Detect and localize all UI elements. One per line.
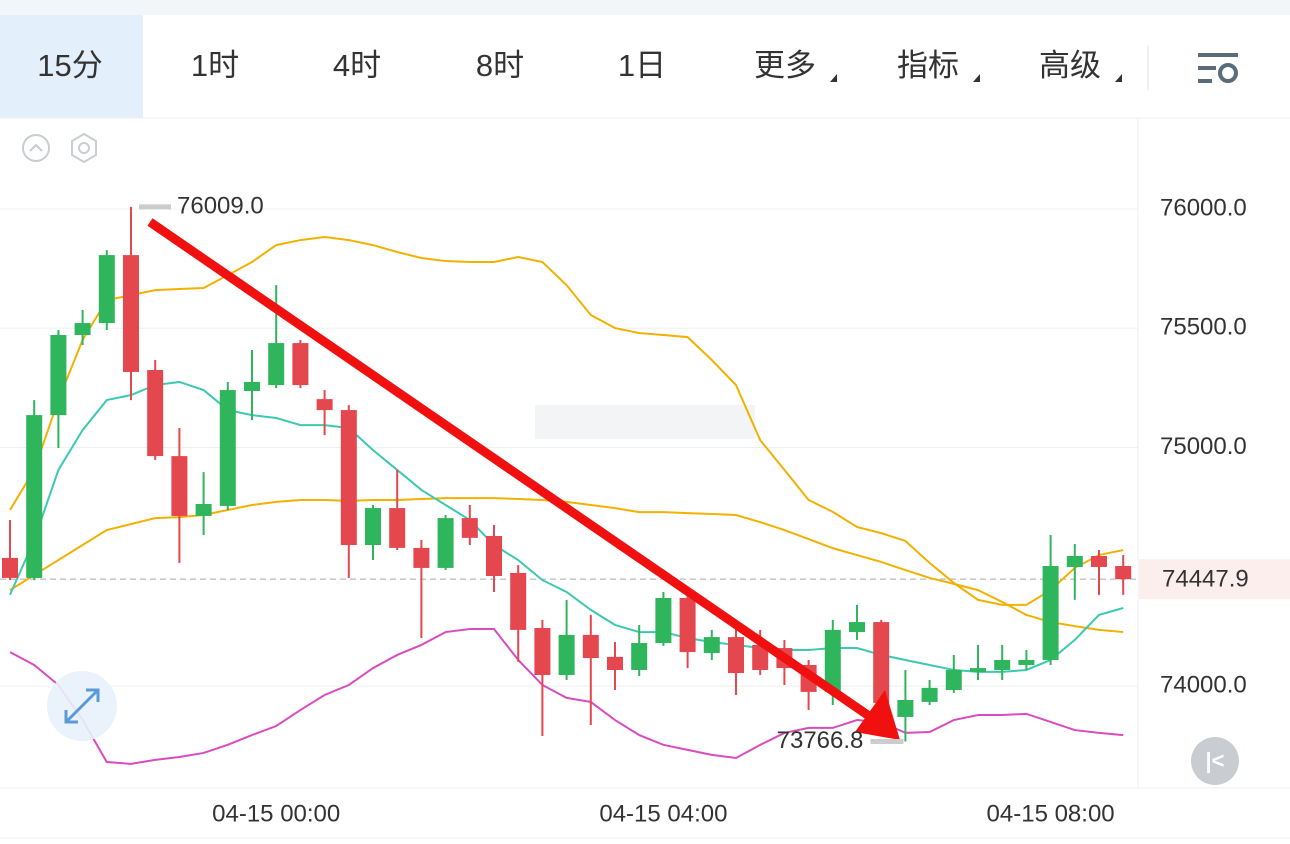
- candle-body: [26, 415, 43, 578]
- indicator-line: [9, 497, 1124, 634]
- tab[interactable]: 指标: [897, 48, 959, 83]
- candle-body: [1018, 659, 1035, 665]
- settings-icon[interactable]: [1198, 53, 1238, 83]
- candle-body: [292, 343, 309, 386]
- dropdown-caret: [1115, 74, 1122, 82]
- candle-body: [897, 700, 914, 717]
- candle-body: [945, 669, 962, 691]
- indicator-line: [9, 380, 1124, 673]
- candle-body: [1066, 556, 1083, 567]
- candle-body: [437, 518, 454, 568]
- watermark: [535, 405, 755, 439]
- candle-body: [147, 370, 164, 457]
- extreme-label: 73766.8: [777, 727, 864, 754]
- y-tick-label: 75000.0: [1160, 433, 1247, 460]
- expand-icon: [64, 688, 100, 724]
- candle-body: [74, 323, 91, 335]
- candle-body: [389, 508, 406, 548]
- candle-body: [703, 637, 720, 654]
- tab[interactable]: 8时: [476, 48, 524, 83]
- candle-body: [2, 557, 18, 578]
- candle-body: [849, 622, 865, 633]
- candle-body: [123, 255, 139, 372]
- indicator-line: [9, 627, 1124, 765]
- x-tick-label: 04-15 00:00: [212, 800, 340, 827]
- candle-body: [873, 622, 890, 703]
- indicator-line: [9, 235, 1124, 606]
- y-tick-label: 75500.0: [1160, 314, 1247, 341]
- tab[interactable]: 更多: [754, 48, 816, 83]
- extreme-label: 76009.0: [177, 192, 264, 219]
- candle-body: [994, 659, 1011, 670]
- collapse-icon[interactable]: [22, 134, 50, 162]
- candle-body: [98, 255, 115, 324]
- candle-body: [1042, 566, 1059, 660]
- candle-body: [365, 508, 381, 546]
- candle-body: [558, 634, 575, 675]
- candle-body: [1115, 566, 1132, 580]
- hex-icon-dot: [78, 142, 90, 154]
- last-price-label: 74447.9: [1162, 565, 1249, 592]
- candle-body: [752, 644, 769, 670]
- y-tick-label: 74000.0: [1160, 671, 1247, 698]
- candle-body: [607, 656, 623, 670]
- plot: [0, 206, 1138, 765]
- tab[interactable]: 15分: [37, 48, 102, 83]
- candle-body: [219, 390, 236, 506]
- tab[interactable]: 高级: [1039, 48, 1101, 83]
- status-band: [0, 0, 1290, 15]
- back-button[interactable]: [1191, 737, 1239, 785]
- candle-body: [728, 637, 744, 674]
- x-tick-label: 04-15 08:00: [987, 800, 1115, 827]
- candle-body: [171, 456, 188, 516]
- candle-body: [582, 634, 599, 659]
- candle-body: [824, 629, 841, 692]
- last-price-box: [1139, 559, 1290, 600]
- candle-body: [244, 381, 260, 392]
- back-icon: |<: [1205, 748, 1224, 773]
- x-tick-label: 04-15 04:00: [599, 800, 727, 827]
- tab[interactable]: 1日: [618, 48, 666, 83]
- dropdown-caret: [830, 74, 837, 82]
- candle-body: [921, 687, 938, 702]
- candle-body: [195, 504, 212, 516]
- candle-body: [340, 410, 357, 546]
- candle-body: [534, 628, 551, 675]
- candle-body: [413, 547, 430, 568]
- hex-icon[interactable]: [71, 132, 97, 164]
- active-tab-bg: [0, 15, 143, 118]
- dropdown-caret: [973, 74, 980, 82]
- candle-body: [510, 572, 527, 630]
- candle-body: [486, 535, 502, 577]
- candle-body: [461, 518, 478, 538]
- candle-body: [655, 597, 672, 644]
- candle-body: [631, 643, 648, 670]
- candle-body: [679, 597, 696, 653]
- y-tick-label: 76000.0: [1160, 194, 1247, 221]
- candle-body: [316, 399, 333, 411]
- candle-body: [268, 343, 285, 386]
- tab[interactable]: 4时: [333, 48, 381, 83]
- tab[interactable]: 1时: [191, 48, 239, 83]
- candle-body: [970, 668, 986, 672]
- candle-body: [1091, 556, 1107, 567]
- candle-body: [50, 334, 67, 416]
- trend-arrow: [147, 218, 900, 740]
